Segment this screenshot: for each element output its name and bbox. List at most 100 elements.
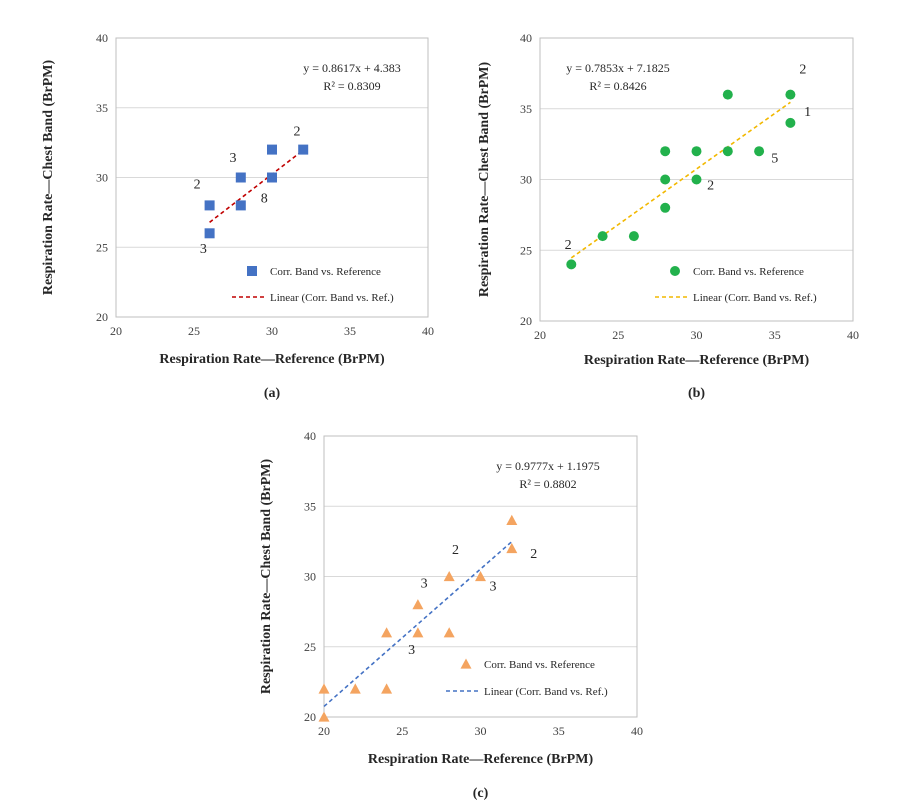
plot-area — [115, 37, 429, 318]
data-point — [235, 200, 246, 211]
data-point — [349, 683, 361, 694]
data-point — [298, 144, 309, 155]
legend-marker — [247, 266, 257, 276]
data-point — [597, 231, 608, 242]
r-squared: R² = 0.8802 — [519, 477, 576, 491]
plot-area — [539, 37, 854, 322]
legend-marker — [670, 266, 680, 276]
y-tick-label: 30 — [304, 570, 316, 584]
data-point — [318, 711, 330, 722]
data-point — [267, 144, 277, 155]
chart-panel-3: 20 25 30 35 40 20 25 30 35 40 Respiration Rate—Ref… — [259, 429, 643, 801]
x-tick-label: 20 — [110, 324, 122, 338]
data-point — [235, 172, 246, 183]
y-axis-title: Respiration Rate—Chest Band (BrPM) — [259, 459, 274, 695]
x-axis-title: Respiration Rate—Reference (BrPM) — [368, 752, 594, 767]
point-count-label: 3 — [408, 643, 415, 658]
data-point — [660, 174, 671, 185]
point-count-label: 2 — [194, 178, 201, 193]
y-tick-label: 30 — [520, 173, 532, 187]
y-tick-label: 35 — [96, 101, 108, 115]
x-axis-title: Respiration Rate—Reference (BrPM) — [159, 352, 385, 367]
y-tick-label: 25 — [96, 240, 108, 254]
y-tick-label: 20 — [304, 710, 316, 724]
data-point — [443, 627, 455, 638]
x-tick-label: 40 — [422, 324, 434, 338]
point-count-label: 3 — [200, 242, 207, 257]
point-count-label: 1 — [804, 105, 811, 120]
trendline — [323, 540, 513, 708]
legend: Corr. Band vs. Reference Linear (Corr. Ba… — [655, 266, 817, 304]
point-count-label: 3 — [230, 151, 237, 166]
point-count-label: 2 — [530, 547, 537, 562]
data-point — [722, 89, 733, 100]
y-tick-label: 25 — [304, 640, 316, 654]
data-point — [475, 571, 486, 582]
legend-label-series: Corr. Band vs. Reference — [484, 659, 595, 671]
point-count-label: 3 — [490, 580, 497, 595]
y-axis-title: Respiration Rate—Chest Band (BrPM) — [477, 62, 492, 298]
point-count-label: 2 — [452, 543, 459, 558]
point-count-label: 2 — [293, 125, 300, 140]
data-point — [691, 174, 702, 185]
x-tick-label: 20 — [318, 724, 330, 738]
data-point — [381, 683, 393, 694]
data-point — [506, 514, 518, 525]
x-tick-label: 25 — [396, 724, 408, 738]
y-axis-title: Respiration Rate—Chest Band (BrPM) — [41, 60, 56, 296]
y-tick-label: 40 — [520, 31, 532, 45]
y-tick-label: 20 — [96, 310, 108, 324]
data-point — [660, 202, 671, 213]
x-tick-label: 25 — [188, 324, 200, 338]
legend-label-series: Corr. Band vs. Reference — [270, 266, 381, 278]
y-tick-label: 35 — [304, 499, 316, 513]
data-point — [204, 200, 215, 211]
point-count-label: 2 — [799, 62, 806, 77]
x-tick-label: 30 — [691, 328, 703, 342]
trendline — [570, 101, 791, 259]
r-squared: R² = 0.8309 — [323, 79, 380, 93]
r-squared: R² = 0.8426 — [589, 79, 646, 93]
trendline-equation: y = 0.7853x + 7.1825 — [566, 61, 670, 75]
point-count-label: 5 — [771, 152, 778, 167]
legend-marker — [460, 658, 472, 669]
point-count-label: 3 — [421, 577, 428, 592]
y-tick-label: 25 — [520, 243, 532, 257]
trendline-equation: y = 0.9777x + 1.1975 — [496, 459, 600, 473]
legend-label-series: Corr. Band vs. Reference — [693, 266, 804, 278]
point-count-label: 2 — [565, 238, 572, 253]
y-tick-label: 40 — [96, 31, 108, 45]
point-count-label: 2 — [707, 178, 714, 193]
panel-label: (c) — [473, 786, 489, 801]
data-point — [412, 599, 424, 610]
data-point — [722, 146, 733, 157]
trendline-equation: y = 0.8617x + 4.383 — [303, 61, 401, 75]
x-tick-label: 25 — [612, 328, 624, 342]
x-tick-label: 40 — [847, 328, 859, 342]
legend-label-trendline: Linear (Corr. Band vs. Ref.) — [693, 292, 817, 304]
x-tick-label: 35 — [344, 324, 356, 338]
data-point — [204, 228, 215, 239]
data-point — [660, 146, 671, 157]
x-tick-label: 30 — [266, 324, 278, 338]
x-axis-title: Respiration Rate—Reference (BrPM) — [584, 353, 810, 368]
x-tick-label: 30 — [475, 724, 487, 738]
x-tick-label: 40 — [631, 724, 643, 738]
x-tick-label: 35 — [769, 328, 781, 342]
legend-label-trendline: Linear (Corr. Band vs. Ref.) — [270, 292, 394, 304]
data-point — [443, 571, 455, 582]
data-point — [566, 259, 577, 270]
plot-area — [323, 435, 638, 718]
legend-label-trendline: Linear (Corr. Band vs. Ref.) — [484, 686, 608, 698]
data-point — [785, 117, 796, 128]
y-tick-label: 30 — [96, 171, 108, 185]
data-point — [754, 146, 765, 157]
data-point — [628, 231, 639, 242]
data-point — [381, 627, 393, 638]
data-point — [318, 683, 330, 694]
trendline — [209, 149, 304, 223]
chart-panel-1: 20 25 30 35 40 20 25 30 35 40 Respiration Rate—Ref… — [41, 31, 434, 401]
y-tick-label: 35 — [520, 102, 532, 116]
point-count-label: 8 — [261, 192, 268, 207]
